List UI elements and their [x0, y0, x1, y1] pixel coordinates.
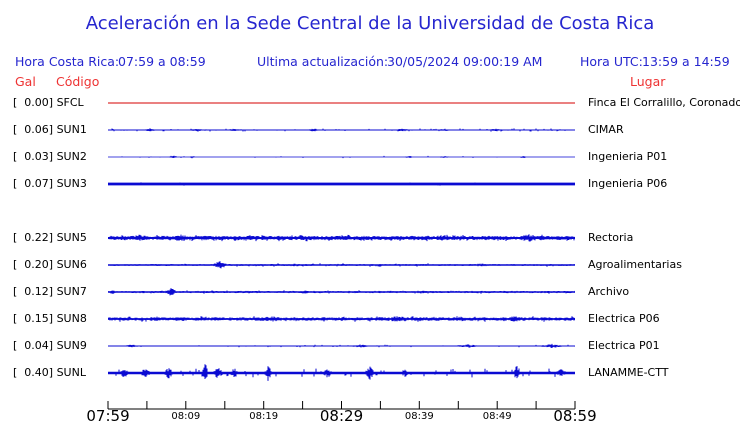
time-tick-label: 08:39 [404, 411, 434, 422]
station-place-label-sun3: Ingenieria P06 [588, 177, 668, 190]
station-gal-code-label-sfcl: [ 0.00] SFCL [13, 96, 84, 109]
page-title: Aceleración en la Sede Central de la Uni… [85, 13, 655, 34]
station-place-label-sun1: CIMAR [588, 123, 624, 136]
trace-waveform-sun6 [108, 261, 575, 269]
hora-utc-label: Hora UTC: [580, 54, 643, 69]
trace-waveform-sun8 [108, 316, 575, 322]
station-gal-code-label-sun1: [ 0.06] SUN1 [13, 123, 87, 136]
station-gal-code-label-sun7: [ 0.12] SUN7 [13, 285, 87, 298]
trace-waveform-sun1 [108, 128, 575, 132]
trace-waveform-sun3 [108, 182, 575, 186]
station-place-label-sun7: Archivo [588, 285, 630, 298]
trace-waveform-sun9 [108, 343, 575, 348]
time-axis [107, 401, 576, 410]
station-gal-code-label-sun3: [ 0.07] SUN3 [13, 177, 87, 190]
trace-waveform-sun7 [108, 288, 575, 296]
station-place-label-sunl: LANAMME-CTT [588, 366, 669, 379]
last-update-label: Ultima actualización: [257, 54, 389, 69]
trace-waveform-sunl [108, 364, 575, 381]
hora-utc-value: 13:59 a 14:59 [642, 54, 730, 69]
time-tick-label: 07:59 [86, 407, 130, 423]
station-gal-code-label-sunl: [ 0.40] SUNL [13, 366, 86, 379]
column-header-gal: Gal [15, 74, 36, 89]
hora-costa-rica-value: 07:59 a 08:59 [118, 54, 206, 69]
hora-costa-rica-label: Hora Costa Rica: [15, 54, 120, 69]
trace-waveform-sun5 [108, 234, 575, 242]
station-place-label-sun9: Electrica P01 [588, 339, 660, 352]
station-gal-code-label-sun8: [ 0.15] SUN8 [13, 312, 87, 325]
station-place-label-sun2: Ingenieria P01 [588, 150, 668, 163]
station-gal-code-label-sun6: [ 0.20] SUN6 [13, 258, 87, 271]
station-place-label-sun6: Agroalimentarias [588, 258, 682, 271]
station-place-label-sun5: Rectoria [588, 231, 634, 244]
station-place-label-sun8: Electrica P06 [588, 312, 660, 325]
time-tick-label: 08:59 [553, 407, 597, 423]
last-update-value: 30/05/2024 09:00:19 AM [387, 54, 543, 69]
station-gal-code-label-sun5: [ 0.22] SUN5 [13, 231, 87, 244]
column-header-codigo: Código [56, 74, 100, 89]
station-place-label-sfcl: Finca El Corralillo, Coronado [588, 96, 740, 109]
time-tick-label: 08:49 [482, 411, 512, 422]
trace-waveform-sfcl [108, 102, 575, 104]
time-tick-label: 08:19 [249, 411, 279, 422]
station-gal-code-label-sun2: [ 0.03] SUN2 [13, 150, 87, 163]
column-header-lugar: Lugar [630, 74, 666, 89]
time-tick-label: 08:29 [319, 407, 364, 423]
time-tick-label: 08:09 [171, 411, 201, 422]
station-gal-code-label-sun9: [ 0.04] SUN9 [13, 339, 87, 352]
trace-waveform-sun2 [108, 155, 575, 159]
